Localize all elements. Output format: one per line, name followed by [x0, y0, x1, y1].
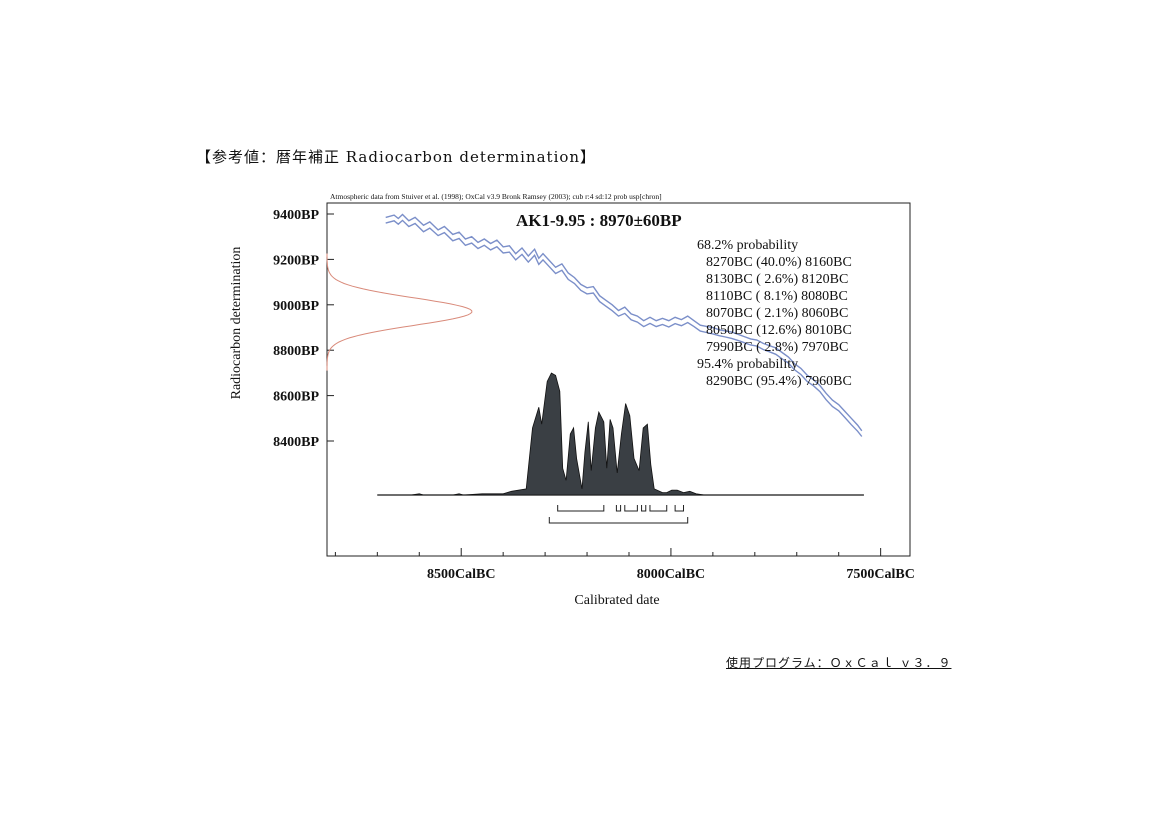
x-axis: 8500CalBC 8000CalBC 7500CalBC [334, 548, 915, 582]
calibration-curve-line-2 [385, 219, 863, 437]
source-note: Atmospheric data from Stuiver et al. (19… [330, 192, 662, 201]
chart-title: AK1-9.95 : 8970±60BP [516, 211, 682, 230]
radiocarbon-curve [326, 253, 473, 371]
x-tick-label: 8000CalBC [637, 567, 705, 582]
range-bracket-95 [548, 517, 689, 524]
y-tick-label: 8600BP [273, 390, 319, 405]
annotation-range-line: 8070BC ( 2.1%) 8060BC [706, 306, 848, 321]
x-tick-label: 7500CalBC [846, 567, 914, 582]
calibrated-distribution [377, 372, 864, 496]
page-header: 【参考値：暦年補正 Radiocarbon determination】 [196, 148, 597, 166]
y-tick-label: 8400BP [273, 435, 319, 450]
program-note: 使用プログラム：ＯｘＣａｌ ｖ３．９ [726, 656, 952, 670]
y-tick-label: 8800BP [273, 344, 319, 359]
annotation-range-line: 8110BC ( 8.1%) 8080BC [706, 289, 848, 304]
annotation-range-line: 8050BC (12.6%) 8010BC [706, 323, 852, 338]
range-bracket-68 [615, 505, 622, 512]
annotation-range-line: 8270BC (40.0%) 8160BC [706, 255, 852, 270]
probability-annotations: 68.2% probability 8270BC (40.0%) 8160BC … [697, 238, 852, 389]
plot-frame [326, 202, 911, 557]
calibration-curve-line-1 [385, 213, 863, 432]
annotation-range-line: 7990BC ( 2.8%) 7970BC [706, 340, 848, 355]
x-axis-label: Calibrated date [574, 593, 659, 608]
y-tick-label: 9000BP [273, 299, 319, 314]
x-tick-label: 8500CalBC [427, 567, 495, 582]
y-tick-label: 9400BP [273, 208, 319, 223]
range-bracket-68 [674, 505, 685, 512]
range-bracket-68 [557, 505, 605, 512]
range-bracket-68 [624, 505, 638, 512]
range-bracket-68 [649, 505, 668, 512]
annotation-heading-95: 95.4% probability [697, 357, 798, 372]
annotation-range-line: 8130BC ( 2.6%) 8120BC [706, 272, 848, 287]
y-axis-label: Radiocarbon determination [229, 247, 244, 400]
chart-marks [326, 213, 864, 524]
y-axis: 9400BP 9200BP 9000BP 8800BP 8600BP 8400BP [273, 208, 334, 450]
y-tick-label: 9200BP [273, 253, 319, 268]
annotation-range-line: 8290BC (95.4%) 7960BC [706, 374, 852, 389]
annotation-heading-68: 68.2% probability [697, 238, 798, 253]
range-bracket-68 [641, 505, 647, 512]
